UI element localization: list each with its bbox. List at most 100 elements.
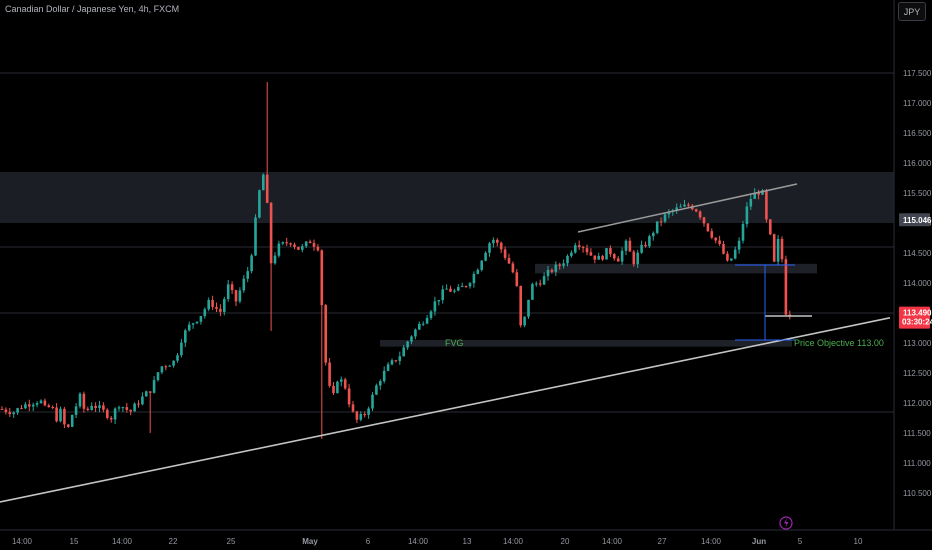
y-tick-label: 113.000: [903, 339, 932, 348]
lightning-icon[interactable]: [779, 516, 793, 530]
candle: [262, 174, 265, 191]
candle: [663, 214, 667, 222]
x-tick-label: 14:00: [112, 537, 133, 546]
candle: [133, 403, 136, 412]
candle: [230, 284, 234, 291]
candle: [148, 391, 152, 393]
candle: [386, 364, 390, 371]
upper-channel-line: [577, 183, 798, 233]
candle: [624, 240, 628, 251]
candle: [31, 404, 35, 407]
candle: [753, 192, 756, 199]
candle: [640, 244, 643, 253]
candle: [184, 330, 187, 343]
candle: [47, 405, 51, 408]
candle: [367, 408, 370, 415]
candle: [203, 309, 207, 317]
price-objective-label: Price Objective 113.00: [794, 338, 884, 348]
candle: [659, 221, 663, 223]
candle: [749, 198, 753, 207]
candle: [730, 258, 733, 261]
candle: [616, 258, 620, 262]
candle: [90, 405, 93, 410]
candle: [464, 286, 468, 288]
currency-button[interactable]: JPY: [898, 2, 926, 21]
candle: [269, 202, 273, 264]
candle: [129, 409, 132, 412]
candle: [574, 245, 577, 253]
candle: [223, 299, 226, 312]
candle: [741, 224, 745, 241]
candle: [301, 246, 304, 250]
candle: [113, 408, 117, 420]
candle: [410, 336, 413, 342]
candle: [67, 424, 70, 427]
candle: [137, 403, 140, 405]
candle: [702, 217, 706, 224]
candle: [168, 365, 171, 367]
candle: [273, 255, 277, 264]
x-tick-label: Jun: [752, 537, 766, 546]
candle: [457, 287, 460, 291]
time-axis[interactable]: 14:00 15 14:00 22 25 May 6 14:00 13 14:00 20 14:00 2…: [12, 537, 863, 546]
candle: [710, 231, 714, 238]
candle: [312, 243, 316, 247]
chart-title: Canadian Dollar / Japanese Yen, 4h, FXCM: [5, 4, 180, 14]
candle: [152, 380, 156, 393]
candle: [328, 362, 331, 386]
price-axis[interactable]: 110.500 111.000 111.500 112.000 112.500 113.0…: [903, 69, 932, 498]
candle: [698, 211, 702, 218]
candle: [542, 276, 546, 285]
candle: [784, 259, 788, 315]
y-tick-label: 115.500: [903, 189, 932, 198]
candle: [39, 400, 43, 404]
candle: [718, 240, 721, 244]
candle: [733, 249, 737, 259]
candle: [382, 370, 386, 382]
candle: [527, 299, 530, 317]
y-tick-label: 116.500: [903, 129, 932, 138]
candle: [492, 239, 495, 244]
candle: [265, 174, 269, 203]
candle: [761, 190, 764, 195]
candle: [550, 269, 554, 272]
candle: [593, 255, 597, 260]
candle: [78, 393, 82, 407]
candle: [390, 360, 394, 365]
candle: [597, 255, 600, 260]
candle: [687, 204, 690, 206]
candle: [215, 306, 218, 309]
candle: [566, 255, 569, 264]
candle: [531, 284, 534, 300]
candle: [402, 347, 405, 357]
candle: [437, 300, 441, 302]
candle: [106, 409, 109, 418]
candle: [613, 254, 616, 259]
candle: [484, 252, 487, 261]
candle: [589, 252, 593, 256]
candle: [737, 240, 741, 250]
candle: [125, 407, 129, 410]
x-tick-label: 13: [463, 537, 472, 546]
candle: [51, 407, 54, 409]
candle: [74, 406, 78, 415]
candle: [706, 223, 710, 232]
candle: [523, 316, 526, 326]
x-tick-label: 14:00: [12, 537, 33, 546]
candle: [281, 242, 285, 244]
candle: [745, 206, 749, 225]
candle: [433, 301, 437, 312]
candle: [425, 317, 429, 324]
candle: [164, 366, 168, 368]
candle: [172, 360, 175, 366]
candle: [347, 388, 351, 405]
y-tick-label: 111.500: [903, 429, 931, 438]
y-tick-label: 112.000: [903, 399, 932, 408]
candle: [207, 300, 210, 310]
candle: [511, 263, 515, 273]
candle: [675, 207, 678, 211]
candle: [308, 241, 312, 244]
y-tick-label: 117.500: [903, 69, 932, 78]
candle: [12, 412, 15, 415]
